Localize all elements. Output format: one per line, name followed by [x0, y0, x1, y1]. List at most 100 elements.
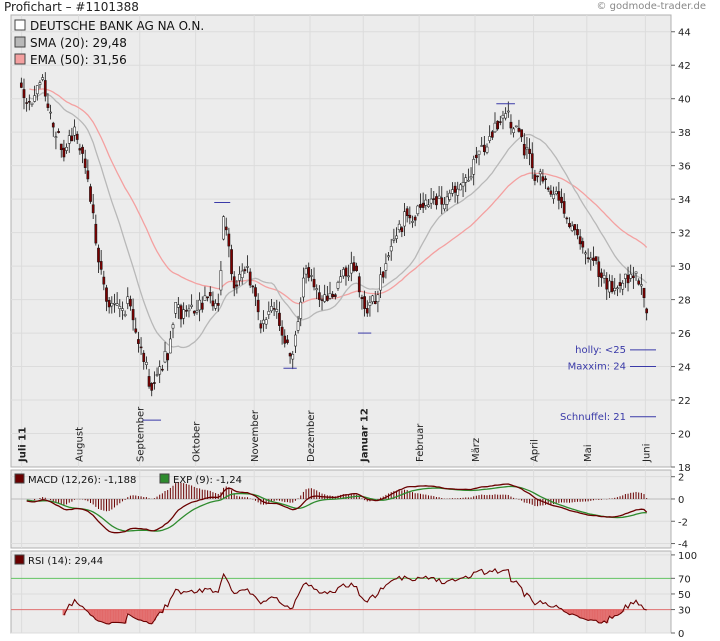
rsi-oversold-fill	[129, 609, 133, 616]
candle-body	[184, 310, 188, 312]
candle-body	[626, 274, 630, 284]
chart-title: Profichart – #1101388	[4, 0, 139, 14]
candle-body	[224, 226, 228, 231]
candle-body	[384, 263, 388, 271]
rsi-oversold-fill	[584, 609, 588, 620]
candle-body	[624, 273, 627, 279]
candle-body	[25, 102, 29, 104]
candle-body	[432, 198, 436, 200]
target-annotation-label: holly: <25	[575, 345, 626, 356]
candle-body	[51, 122, 55, 128]
candle-body	[294, 334, 297, 347]
candle-body	[198, 299, 201, 311]
candle-body	[33, 95, 36, 102]
rsi-oversold-fill	[110, 609, 114, 623]
month-label: Juni	[641, 444, 652, 463]
candle-body	[264, 319, 268, 325]
price-tick-label: 30	[678, 262, 691, 273]
price-tick-label: 18	[678, 463, 691, 474]
candle-body	[544, 178, 547, 180]
rsi-oversold-fill	[102, 609, 106, 623]
candle-body	[150, 383, 154, 391]
candle-body	[238, 274, 241, 281]
rsi-oversold-fill	[610, 609, 614, 619]
macd-y-axis: -4 -2 0 2	[671, 473, 688, 551]
candle-body	[320, 299, 324, 301]
rsi-oversold-fill	[62, 609, 66, 616]
macd-tick-label: -2	[678, 517, 688, 528]
rsi-tick-label: 30	[678, 606, 691, 617]
candle-body	[568, 222, 571, 228]
candle-body	[246, 266, 249, 268]
price-tick-label: 28	[678, 296, 691, 307]
candle-body	[65, 147, 68, 151]
candle-body	[437, 195, 441, 199]
legend-swatch-ema	[14, 53, 26, 65]
candle-body	[286, 339, 289, 343]
rsi-oversold-fill	[562, 609, 566, 612]
rsi-oversold-fill	[137, 609, 141, 620]
candle-body	[270, 306, 273, 312]
rsi-oversold-fill	[123, 609, 127, 624]
candle-body	[429, 198, 433, 204]
candle-body	[139, 346, 143, 349]
rsi-series	[62, 568, 649, 625]
candle-body	[123, 314, 127, 316]
candle-body	[365, 308, 369, 314]
rsi-tick-label: 70	[678, 574, 691, 585]
candle-body	[565, 217, 569, 220]
candle-body	[413, 216, 417, 221]
rsi-tick-label: 50	[678, 590, 691, 601]
candle-body	[126, 296, 130, 304]
price-candles	[19, 72, 649, 397]
candle-body	[19, 82, 23, 88]
candle-body	[573, 224, 577, 231]
candle-body	[214, 303, 217, 309]
candle-body	[232, 276, 236, 289]
rsi-oversold-fill	[158, 609, 162, 613]
candle-body	[158, 366, 162, 375]
candle-body	[161, 368, 164, 371]
candle-body	[38, 82, 42, 85]
candle-body	[451, 189, 454, 194]
candle-body	[389, 246, 393, 252]
candle-body	[645, 308, 649, 314]
candle-body	[49, 111, 52, 114]
candle-body	[440, 197, 444, 205]
candle-body	[176, 304, 180, 308]
candle-body	[530, 153, 534, 169]
candle-body	[506, 110, 510, 113]
candle-body	[480, 145, 484, 147]
candle-body	[613, 287, 617, 291]
rsi-oversold-fill	[589, 609, 593, 620]
candle-body	[35, 85, 39, 95]
candle-body	[536, 175, 539, 178]
ema-line	[29, 88, 648, 305]
rsi-oversold-fill	[99, 609, 103, 622]
legend-label-sma: SMA (20): 29,48	[30, 36, 127, 50]
candle-body	[576, 229, 579, 236]
candle-body	[581, 241, 585, 248]
candle-body	[304, 268, 308, 275]
candle-body	[333, 294, 337, 297]
candle-body	[27, 101, 31, 103]
candle-body	[368, 302, 372, 306]
candle-body	[608, 280, 611, 293]
price-grid	[11, 15, 671, 467]
candle-body	[113, 303, 116, 305]
rsi-oversold-fill	[608, 609, 612, 617]
rsi-oversold-fill	[89, 609, 93, 616]
rsi-oversold-fill	[142, 609, 146, 622]
rsi-oversold-fill	[568, 609, 572, 615]
candle-body	[525, 147, 529, 150]
macd-tick-label: -4	[678, 540, 688, 551]
candle-body	[115, 303, 119, 306]
rsi-legend: RSI (14): 29,44	[14, 554, 103, 567]
month-label: August	[75, 427, 86, 462]
candle-body	[349, 263, 353, 274]
candle-body	[107, 300, 111, 308]
candle-body	[240, 270, 244, 278]
candle-body	[341, 269, 345, 277]
macd-grid	[11, 470, 671, 548]
candle-body	[272, 308, 276, 310]
